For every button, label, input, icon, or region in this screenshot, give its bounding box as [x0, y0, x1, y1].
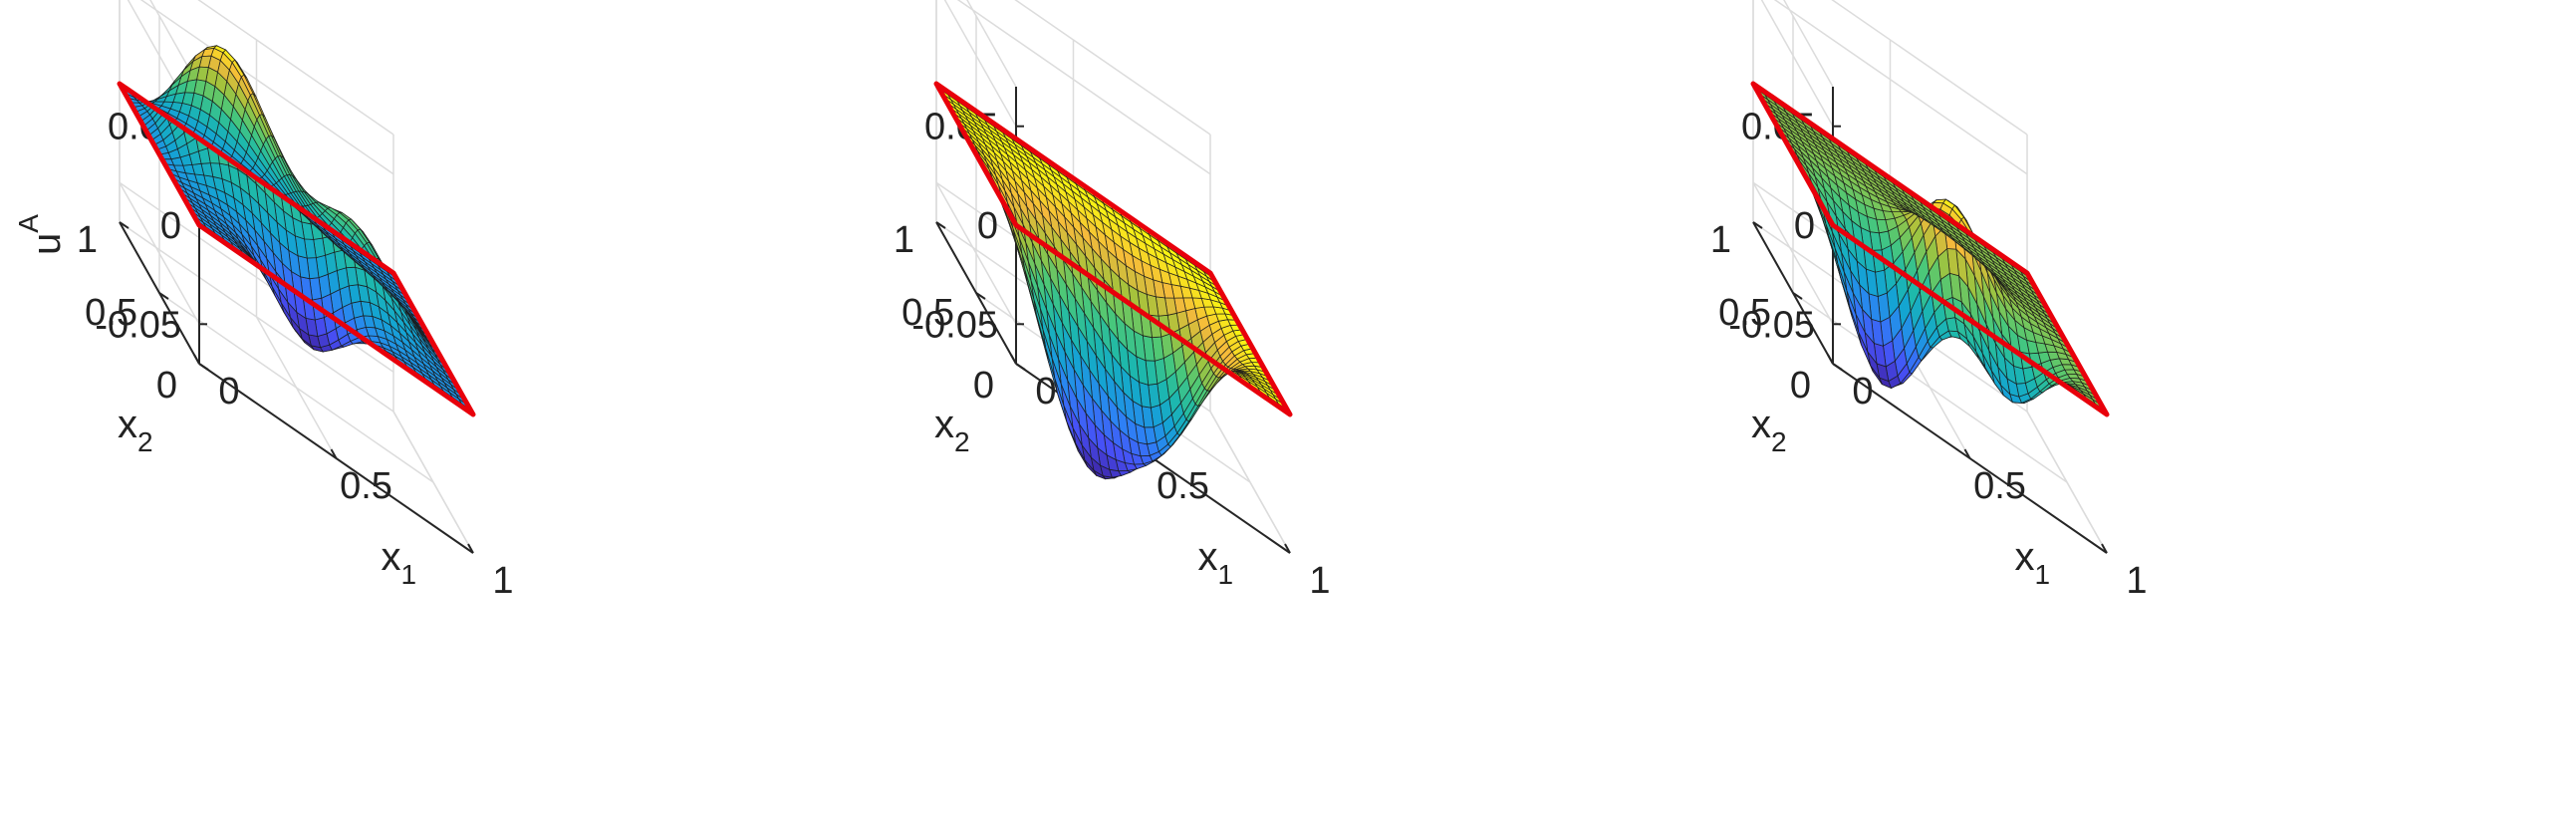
z-tick-label: -0.05: [1728, 304, 1815, 346]
x1-axis-label: x1: [2015, 535, 2051, 590]
x1-axis-label: x1: [1198, 535, 1234, 590]
x2-axis-label: x2: [934, 403, 970, 457]
x2-axis-label: x2: [118, 403, 153, 457]
x2-tick-label: 0: [156, 365, 177, 407]
x2-tick-label: 0.5: [902, 292, 954, 334]
x2-tick-label: 0.5: [1718, 292, 1771, 334]
x1-tick-label: 0.5: [1973, 465, 2026, 507]
x1-tick-label: 0.5: [1157, 465, 1209, 507]
x1-axis-label: x1: [382, 535, 417, 590]
boundary-outline: [1750, 81, 2110, 417]
x1-tick-label: 0.5: [340, 465, 392, 507]
x2-axis-label: x2: [1751, 403, 1787, 457]
z-tick-label: 0: [977, 205, 998, 247]
surface-mesh: [935, 83, 1291, 480]
z-tick-label: 0: [160, 205, 181, 247]
z-tick-label: -0.05: [95, 304, 181, 346]
x2-tick-label: 0.5: [85, 292, 137, 334]
x2-tick-label: 0: [973, 365, 994, 407]
z-tick-label: 0: [1794, 205, 1815, 247]
x1-tick-label: 0: [1035, 371, 1056, 413]
x1-tick-label: 0: [218, 371, 239, 413]
x2-tick-label: 1: [77, 219, 98, 261]
x2-tick-label: 1: [894, 219, 914, 261]
x1-tick-label: 0: [1852, 371, 1873, 413]
z-tick-label: -0.05: [911, 304, 998, 346]
x1-tick-label: 1: [2126, 560, 2147, 602]
x1-tick-label: 1: [492, 560, 513, 602]
x1-tick-label: 1: [1309, 560, 1330, 602]
boundary-outline: [117, 81, 476, 417]
x2-tick-label: 1: [1710, 219, 1731, 261]
boundary-outline: [933, 81, 1293, 417]
z-axis-label: uA: [13, 214, 69, 255]
x2-tick-label: 0: [1790, 365, 1811, 407]
surface-mesh: [1752, 83, 2108, 415]
